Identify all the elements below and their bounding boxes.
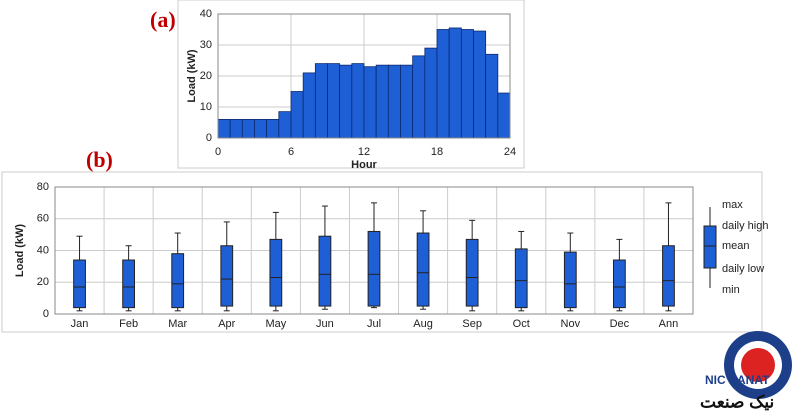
bar (327, 63, 341, 139)
bar (302, 72, 316, 139)
bar (436, 29, 450, 139)
box (269, 238, 283, 307)
box (563, 251, 577, 309)
legend-label: min (722, 284, 740, 296)
y-tick-label: 60 (37, 213, 49, 225)
legend-label: daily high (722, 220, 768, 232)
x-tick-label: Mar (168, 318, 187, 330)
bar (339, 64, 353, 139)
x-tick-label: 18 (431, 146, 443, 158)
bar (241, 119, 255, 139)
bar (266, 119, 280, 139)
box (367, 230, 381, 307)
bar (351, 63, 365, 139)
logo-core (741, 348, 775, 382)
x-tick-label: Jul (367, 318, 381, 330)
y-tick-label: 0 (206, 132, 212, 144)
x-tick-label: Dec (610, 318, 630, 330)
bar (229, 119, 243, 139)
x-tick-label: 24 (504, 146, 516, 158)
panel-b (1, 171, 763, 333)
logo-persian: نیک صنعت (700, 392, 774, 411)
box (171, 253, 185, 309)
annotation: (a) (150, 7, 176, 32)
x-tick-label: 0 (215, 146, 221, 158)
box (318, 235, 332, 307)
box (514, 248, 528, 309)
x-tick-label: Aug (413, 318, 433, 330)
x-tick-label: Apr (218, 318, 235, 330)
y-tick-label: 40 (200, 8, 212, 20)
y-tick-label: 0 (43, 308, 49, 320)
x-tick-label: Sep (462, 318, 482, 330)
y-axis-label: Load (kW) (14, 224, 26, 277)
box (465, 238, 479, 307)
y-tick-label: 30 (200, 39, 212, 51)
x-tick-label: 6 (288, 146, 294, 158)
y-tick-label: 80 (37, 181, 49, 193)
plot-frame (217, 13, 511, 139)
x-tick-label: Jun (316, 318, 334, 330)
legend-label: mean (722, 240, 750, 252)
x-tick-label: Ann (659, 318, 679, 330)
box (662, 245, 675, 307)
y-tick-label: 20 (37, 276, 49, 288)
bar (290, 91, 304, 139)
legend-label: daily low (722, 263, 764, 275)
bar (473, 30, 487, 139)
box (220, 245, 234, 307)
bar (448, 27, 462, 139)
x-tick-label: Feb (119, 318, 138, 330)
bar (424, 47, 438, 139)
bar (217, 119, 231, 139)
logo-latin: NIC SANAT (705, 373, 770, 387)
plot-frame (54, 186, 694, 315)
bar (314, 63, 328, 139)
y-axis-label: Load (kW) (186, 49, 198, 102)
bar (497, 92, 511, 139)
y-tick-label: 40 (37, 244, 49, 256)
annotation: (b) (86, 147, 113, 172)
bar (363, 66, 377, 139)
bar (485, 53, 499, 139)
y-tick-label: 20 (200, 70, 212, 82)
box (73, 259, 86, 309)
x-tick-label: 12 (358, 146, 370, 158)
logo: NIC SANAT نیک صنعت (700, 331, 792, 411)
box (416, 232, 430, 307)
legend-label: max (722, 199, 743, 211)
bar (387, 64, 401, 139)
x-tick-label: Jan (71, 318, 89, 330)
legend-box (703, 225, 717, 269)
x-tick-label: Oct (513, 318, 530, 330)
x-tick-label: May (265, 318, 286, 330)
bar (254, 119, 268, 139)
bar (412, 55, 426, 139)
box (612, 259, 626, 309)
bar (460, 29, 474, 139)
bar (375, 64, 389, 139)
bar (400, 64, 414, 139)
x-tick-label: Nov (561, 318, 581, 330)
box (122, 259, 136, 309)
y-tick-label: 10 (200, 101, 212, 113)
bar (278, 111, 292, 139)
x-axis-label: Hour (351, 159, 377, 171)
